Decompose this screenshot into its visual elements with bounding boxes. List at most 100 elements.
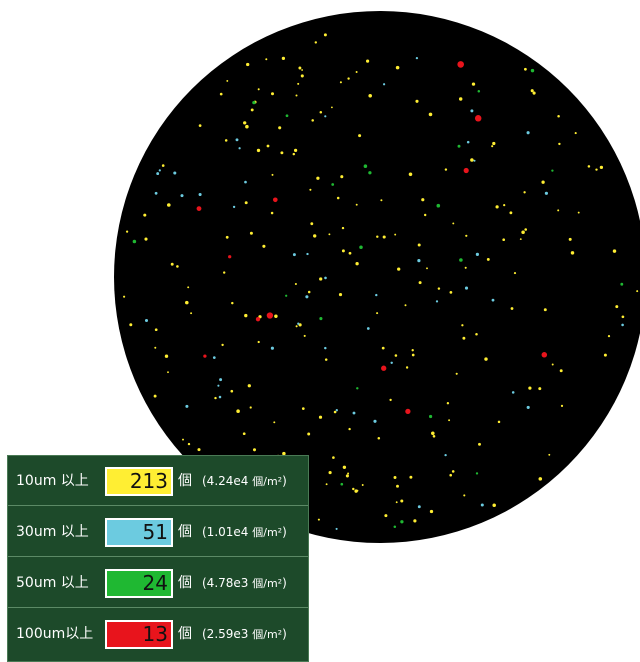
particle-dot: [257, 340, 260, 344]
density-number: (4.78e3: [202, 576, 253, 590]
particle-dot: [599, 165, 604, 170]
particle-dot: [238, 147, 241, 150]
particle-dot: [158, 169, 161, 172]
particle-dot: [449, 473, 452, 477]
density-close: ): [282, 525, 287, 539]
particle-dot: [551, 363, 554, 366]
particle-dot: [473, 159, 476, 162]
particle-dot: [523, 191, 526, 194]
particle-dot: [352, 487, 355, 491]
particle-dot: [341, 226, 345, 230]
particle-dot: [355, 203, 358, 206]
particle-dot: [340, 175, 344, 179]
particle-dot: [196, 206, 202, 212]
particle-dot: [310, 222, 314, 226]
density-number: (4.24e4: [202, 474, 253, 488]
particle-dot: [444, 453, 447, 457]
particle-dot: [278, 126, 282, 130]
particle-dot: [381, 365, 387, 371]
particle-dot: [342, 465, 347, 469]
particle-dot: [156, 172, 160, 176]
particle-dot: [164, 354, 169, 358]
particle-dot: [462, 336, 466, 340]
particle-dot: [526, 405, 530, 409]
particle-dot: [255, 317, 261, 322]
particle-dot: [366, 59, 370, 63]
particle-dot: [143, 213, 147, 217]
density-unit: 個/m²: [252, 526, 283, 539]
particle-dot: [319, 317, 323, 321]
particle-dot: [587, 165, 591, 168]
density-unit: 個/m²: [252, 475, 283, 488]
particle-dot: [446, 402, 450, 405]
particle-dot: [339, 81, 342, 84]
particle-dot: [347, 77, 350, 80]
particle-dot: [559, 369, 563, 373]
particle-dot: [161, 164, 165, 167]
particle-dot: [190, 312, 193, 315]
density-value: (4.24e4 個/m²): [202, 456, 287, 506]
particle-dot: [144, 318, 149, 323]
particle-dot: [129, 323, 133, 327]
size-threshold-label: 50um 以上: [16, 575, 89, 591]
particle-dot: [313, 234, 317, 238]
particle-dot: [266, 312, 274, 319]
particle-dot: [389, 398, 392, 402]
particle-dot: [557, 209, 560, 212]
particle-dot: [463, 494, 466, 497]
particle-dot: [538, 477, 543, 481]
particle-count-value: 51: [105, 518, 173, 547]
count-unit-label: 個: [178, 575, 192, 591]
particle-dot: [461, 324, 464, 327]
particle-dot: [185, 404, 189, 408]
particle-dot: [319, 277, 323, 281]
particle-dot: [436, 203, 441, 208]
particle-dot: [153, 394, 157, 398]
particle-dot: [475, 332, 478, 336]
particle-dot: [292, 152, 296, 156]
particle-dot: [273, 421, 276, 424]
particle-dot: [363, 164, 368, 168]
particle-dot: [428, 112, 433, 117]
particle-dot: [307, 290, 311, 294]
particle-dot: [298, 66, 302, 70]
particle-dot: [300, 74, 304, 78]
particle-dot: [297, 82, 300, 85]
particle-dot: [384, 514, 388, 518]
particle-dot: [577, 211, 580, 214]
particle-dot: [347, 472, 350, 475]
particle-dot: [603, 353, 607, 357]
particle-dot: [423, 213, 427, 217]
particle-dot: [187, 442, 191, 446]
particle-dot: [394, 354, 398, 357]
particle-dot: [336, 196, 340, 200]
particle-dot: [303, 334, 306, 337]
particle-dot: [375, 293, 378, 297]
particle-dot: [293, 148, 298, 153]
density-number: (2.59e3: [202, 627, 253, 641]
particle-dot: [167, 203, 171, 207]
particle-dot: [528, 386, 532, 390]
count-row-30um: 30um 以上 51 個 (1.01e4 個/m²): [8, 507, 308, 557]
particle-dot: [538, 387, 542, 391]
particle-dot: [356, 489, 359, 492]
particle-dot: [256, 148, 261, 153]
particle-dot: [411, 353, 415, 357]
particle-dot: [612, 249, 617, 253]
wafer-disc: [114, 11, 640, 543]
density-number: (1.01e4: [202, 525, 253, 539]
particle-dot: [458, 97, 463, 101]
particle-dot: [595, 168, 598, 171]
particle-dot: [480, 503, 484, 507]
particle-dot: [230, 389, 234, 393]
particle-dot: [381, 346, 385, 350]
particle-dot: [444, 168, 448, 171]
particle-dot: [435, 300, 439, 303]
particle-dot: [316, 176, 320, 180]
particle-dot: [356, 387, 359, 390]
particle-dot: [459, 258, 463, 262]
particle-dot: [285, 294, 288, 297]
particle-dot: [301, 407, 305, 410]
particle-dot: [621, 315, 625, 319]
